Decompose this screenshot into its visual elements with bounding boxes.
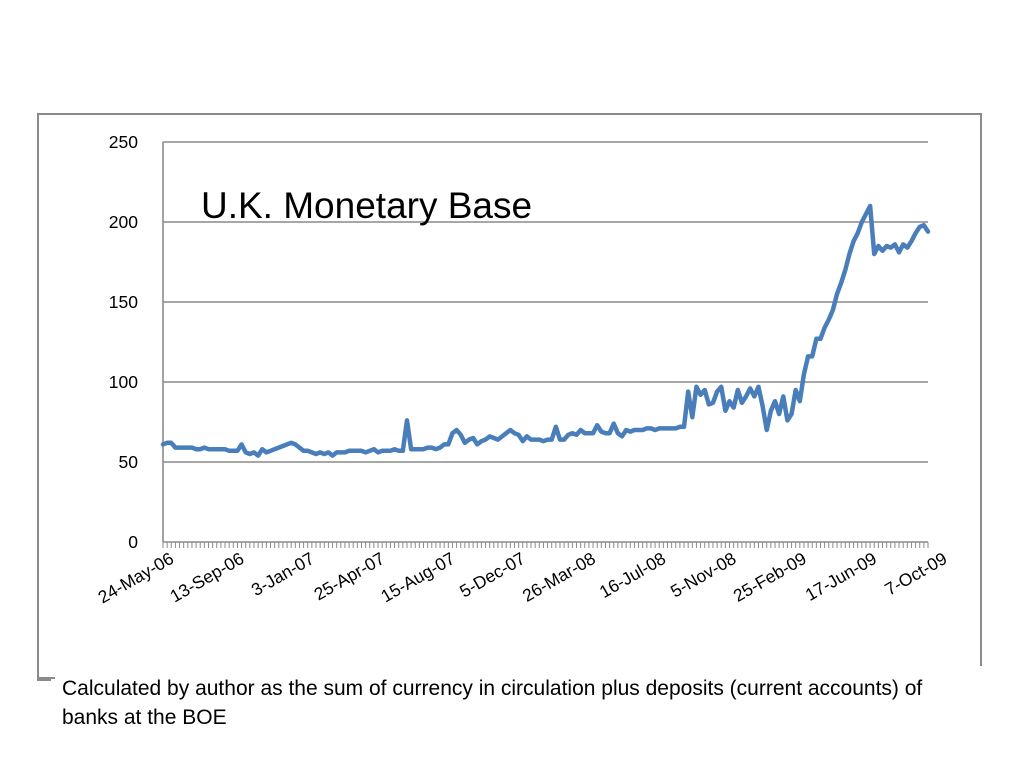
caption-text: Calculated by author as the sum of curre… [62, 677, 923, 729]
chart-frame [37, 113, 982, 679]
x-tick-label: 25-Feb-09 [730, 548, 810, 606]
x-tick-label: 26-Mar-08 [519, 548, 599, 606]
y-tick-label: 150 [109, 292, 138, 312]
y-tick-label: 250 [109, 132, 138, 152]
x-tick-label: 15-Aug-07 [377, 548, 458, 606]
series-lines [160, 203, 931, 458]
x-tick-label: 13-Sep-06 [167, 548, 248, 606]
x-tick-label: 3-Jan-07 [248, 548, 318, 600]
x-axis [162, 142, 929, 548]
x-tick-label: 24-May-06 [95, 548, 177, 607]
y-tick-label: 200 [109, 212, 138, 232]
y-tick-label: 50 [119, 452, 139, 472]
x-tick-label: 16-Jul-08 [596, 548, 669, 602]
frame-edge [37, 679, 51, 681]
chart-title: U.K. Monetary Base [201, 185, 532, 226]
x-tick-label: 5-Dec-07 [456, 548, 528, 601]
y-tick-label: 100 [109, 372, 138, 392]
x-tick-label: 5-Nov-08 [667, 548, 739, 601]
y-tick-label: 0 [128, 532, 138, 552]
x-tick-label: 25-Apr-07 [310, 548, 387, 604]
x-tick-label: 7-Oct-09 [881, 548, 950, 599]
caption-background [55, 666, 990, 736]
y-axis-tick-labels: 0 50 100 150 200 250 [109, 132, 138, 552]
series-line [160, 203, 931, 458]
x-tick-label: 17-Jun-09 [802, 548, 880, 605]
